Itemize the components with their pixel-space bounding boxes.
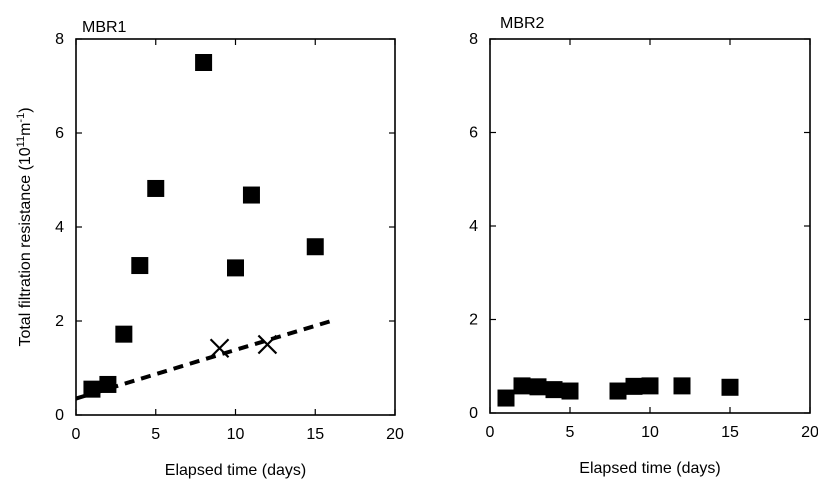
x-tick-label: 5 [566, 424, 575, 441]
data-point-square [561, 382, 579, 400]
data-point-square [115, 325, 133, 343]
x-tick-label: 10 [641, 424, 659, 441]
y-tick-label: 6 [55, 125, 64, 142]
data-point-square [625, 377, 643, 395]
panel-2: MBR2 0 5 10 15 20 0 2 4 6 8 Elapsed time (days) [469, 15, 818, 477]
y-tick-label: 2 [469, 312, 478, 329]
data-point-square [673, 377, 691, 395]
data-point-square [641, 377, 659, 395]
y-tick-label: 8 [469, 31, 478, 48]
data-point-square [83, 380, 101, 398]
panel-1: MBR1 0 5 10 15 20 0 2 4 6 8 Elapsed time (days) Tota… [15, 19, 404, 479]
data-point-square [227, 259, 244, 277]
data-point-square [609, 382, 627, 400]
x-tick-label: 20 [386, 426, 404, 443]
y-tick-label: 4 [469, 218, 478, 235]
data-point-square [195, 54, 213, 71]
x-axis-label: Elapsed time (days) [579, 460, 720, 477]
x-tick-label: 15 [306, 426, 324, 443]
x-tick-label: 15 [721, 424, 739, 441]
x-tick-label: 20 [801, 424, 818, 441]
data-point-square [99, 375, 117, 393]
x-tick-label: 0 [486, 424, 495, 441]
data-point-square [147, 179, 165, 197]
y-axis-label: Total filtration resistance (1011m-1) [15, 107, 34, 346]
y-tick-label: 0 [469, 405, 478, 422]
plot-frame [75, 38, 396, 416]
y-tick-label: 2 [55, 313, 64, 330]
data-point-square [721, 378, 739, 396]
data-point-square [242, 186, 260, 204]
data-point-square [545, 381, 563, 399]
y-tick-label: 4 [55, 219, 64, 236]
x-tick-label: 0 [72, 426, 81, 443]
data-point-square [529, 378, 547, 396]
panel-title: MBR2 [500, 15, 545, 32]
plot-frame [489, 38, 811, 414]
x-axis-label: Elapsed time (days) [165, 462, 306, 479]
trend-line-dashed [75, 319, 332, 401]
panel-title: MBR1 [82, 19, 127, 36]
data-point-square [513, 377, 531, 395]
x-tick-label: 5 [151, 426, 160, 443]
data-point-square [497, 389, 515, 407]
x-tick-label: 10 [227, 426, 245, 443]
y-tick-label: 8 [55, 31, 64, 48]
data-point-square [306, 238, 324, 256]
data-point-square [131, 257, 149, 275]
y-tick-label: 6 [469, 125, 478, 142]
y-tick-label: 0 [55, 407, 64, 424]
